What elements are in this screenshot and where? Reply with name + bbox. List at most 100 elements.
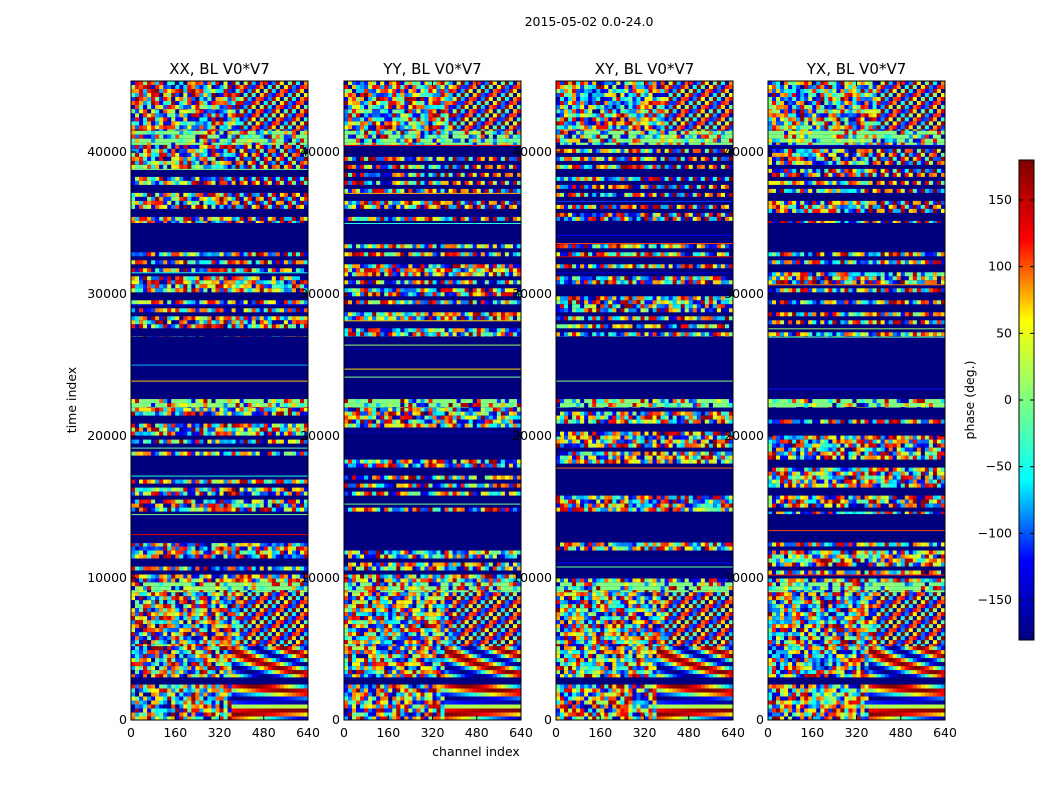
heatmap-cell — [283, 129, 289, 131]
heatmap-cell — [187, 320, 192, 325]
heatmap-cell — [235, 81, 240, 85]
heatmap-cell — [171, 566, 176, 571]
heatmap-cell — [227, 439, 232, 444]
heatmap-cell — [191, 712, 196, 717]
heatmap-cell — [187, 499, 192, 504]
heatmap-cell — [151, 644, 156, 647]
heatmap-cell — [175, 451, 180, 456]
heatmap-cell — [171, 650, 176, 655]
heatmap-cell — [139, 320, 144, 325]
heatmap-cell — [295, 81, 301, 85]
heatmap-cell — [283, 487, 289, 492]
heatmap-cell — [291, 308, 297, 313]
heatmap-cell — [147, 411, 152, 416]
heatmap-cell — [235, 85, 240, 89]
heatmap-cell — [247, 596, 252, 601]
heatmap-cell — [183, 138, 188, 143]
heatmap-cell — [191, 644, 196, 647]
heatmap-cell — [279, 503, 285, 508]
heatmap-cell — [183, 646, 188, 651]
heatmap-cell — [227, 152, 232, 157]
heatmap-cell — [239, 316, 244, 321]
heatmap-cell — [303, 451, 309, 456]
heatmap-cell — [412, 700, 417, 705]
heatmap-cell — [195, 503, 200, 508]
heatmap-cell — [235, 97, 240, 101]
heatmap-cell — [167, 324, 172, 329]
heatmap-cell — [283, 134, 289, 139]
heatmap-cell — [203, 646, 208, 651]
heatmap-cell — [492, 708, 498, 713]
heatmap-cell — [255, 566, 261, 571]
heatmap-cell — [191, 196, 196, 201]
heatmap-cell — [199, 192, 204, 197]
heatmap-cell — [215, 81, 220, 85]
heatmap-cell — [348, 646, 353, 651]
heatmap-cell — [219, 670, 224, 675]
heatmap-cell — [203, 280, 208, 285]
heatmap-cell — [291, 704, 297, 709]
heatmap-cell — [139, 160, 144, 165]
heatmap-cell — [147, 144, 152, 149]
heatmap-cell — [175, 624, 180, 629]
heatmap-cell — [243, 164, 248, 169]
heatmap-cell — [155, 97, 160, 101]
heatmap-cell — [235, 554, 240, 559]
heatmap-cell — [287, 688, 293, 693]
heatmap-cell — [263, 427, 269, 432]
heatmap-cell — [283, 542, 289, 547]
heatmap-cell — [303, 113, 309, 118]
heatmap-cell — [255, 479, 261, 484]
heatmap-cell — [239, 192, 244, 197]
heatmap-cell — [207, 636, 212, 641]
heatmap-cell — [428, 700, 433, 705]
heatmap-cell — [223, 590, 228, 593]
heatmap-cell — [348, 704, 353, 709]
heatmap-cell — [171, 628, 176, 633]
heatmap-cell — [191, 624, 196, 629]
heatmap-cell — [259, 596, 265, 601]
heatmap-cell — [283, 684, 289, 689]
heatmap-cell — [291, 670, 297, 675]
heatmap-cell — [295, 268, 301, 273]
heatmap-cell — [187, 144, 192, 149]
heatmap-cell — [171, 216, 176, 221]
heatmap-cell — [287, 85, 293, 89]
heatmap-cell — [207, 134, 212, 139]
heatmap-cell — [279, 134, 285, 139]
heatmap-cell — [207, 503, 212, 508]
heatmap-cell — [219, 604, 224, 609]
heatmap-cell — [512, 712, 518, 717]
heatmap-cell — [504, 712, 510, 717]
heatmap-cell — [175, 144, 180, 149]
heatmap-cell — [187, 491, 192, 496]
heatmap-cell — [151, 716, 156, 720]
heatmap-cell — [291, 650, 297, 655]
heatmap-cell — [195, 134, 200, 139]
heatmap-cell — [484, 704, 490, 709]
heatmap-cell — [255, 700, 261, 705]
heatmap-cell — [131, 196, 136, 201]
heatmap-cell — [151, 142, 156, 145]
heatmap-cell — [275, 666, 281, 671]
heatmap-cell — [344, 688, 349, 693]
heatmap-cell — [195, 160, 200, 165]
heatmap-cell — [404, 692, 409, 697]
heatmap-cell — [364, 688, 369, 693]
heatmap-cell — [139, 117, 144, 122]
heatmap-cell — [295, 180, 301, 185]
heatmap-cell — [207, 176, 212, 181]
heatmap-cell — [400, 688, 405, 693]
heatmap-cell — [239, 550, 244, 555]
heatmap-cell — [279, 276, 285, 281]
heatmap-cell — [159, 640, 164, 645]
heatmap-cell — [211, 658, 216, 663]
heatmap-cell — [199, 624, 204, 629]
heatmap-cell — [295, 109, 301, 114]
heatmap-cell — [151, 308, 156, 313]
heatmap-cell — [235, 403, 240, 408]
heatmap-cell — [275, 684, 281, 689]
heatmap-cell — [235, 666, 240, 671]
heatmap-cell — [211, 712, 216, 717]
heatmap-cell — [271, 632, 277, 637]
